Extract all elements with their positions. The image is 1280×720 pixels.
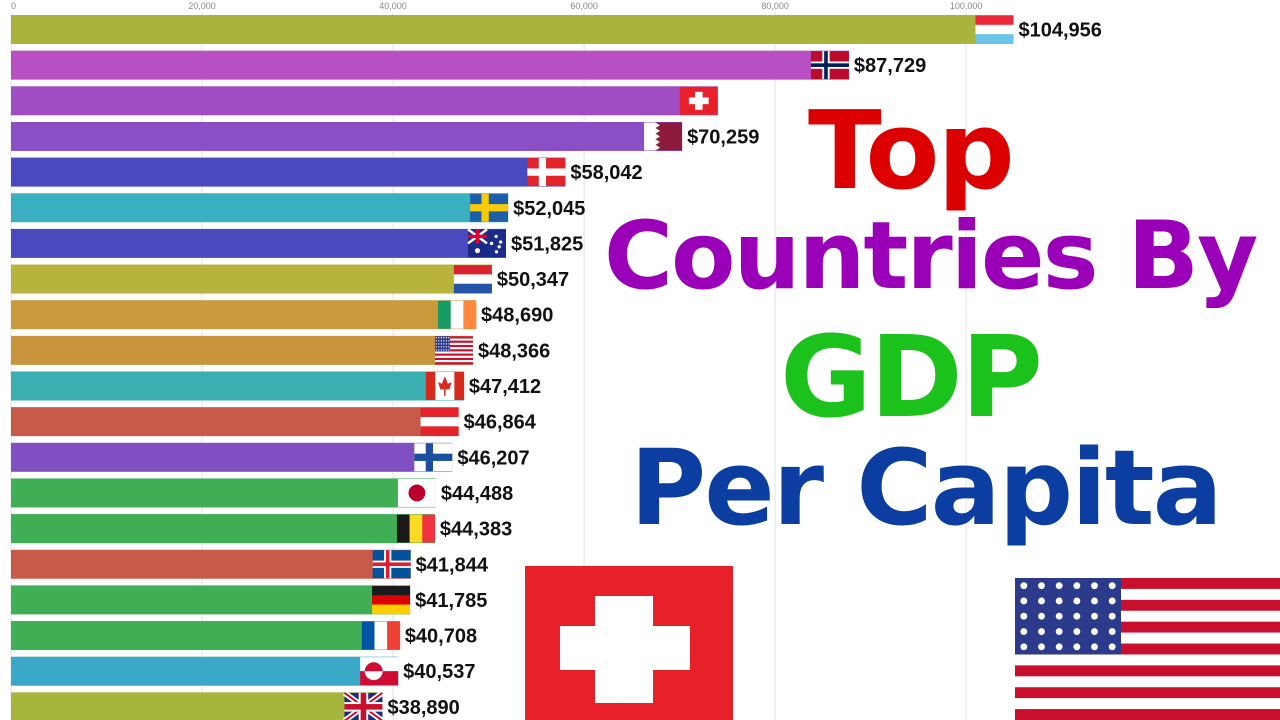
- bar-value-label: $44,383: [440, 519, 512, 541]
- bar-value-label: $50,347: [497, 269, 569, 291]
- x-tick-label: 60,000: [570, 1, 598, 11]
- x-tick-label: 100,000: [950, 1, 983, 11]
- bar: [11, 478, 436, 508]
- usa-flag-large: [1015, 578, 1280, 720]
- bar-value-label: $48,366: [478, 340, 550, 362]
- greenland-flag: [360, 657, 399, 686]
- ireland-flag: [438, 300, 477, 329]
- x-tick-label: 0: [11, 1, 16, 11]
- x-tick-label: 40,000: [379, 1, 407, 11]
- switzerland-flag-large: [525, 566, 733, 720]
- switzerland-flag: [679, 86, 718, 115]
- luxembourg-flag: [975, 15, 1014, 44]
- bar-value-label: $52,045: [513, 198, 585, 220]
- bar: [11, 86, 718, 116]
- bars: $104,956 $87,729 $70,259 $58,042 $52,045 $51,…: [11, 15, 1102, 720]
- x-tick-label: 20,000: [188, 1, 216, 11]
- bar: [11, 193, 509, 223]
- bar-value-label: $87,729: [854, 55, 926, 77]
- qatar-flag: [644, 122, 683, 151]
- bar-value-label: $46,207: [457, 447, 529, 469]
- title-line-3: GDP: [780, 313, 1043, 443]
- bar: [11, 15, 1014, 44]
- sweden-flag: [470, 193, 509, 222]
- bar-value-label: $38,890: [387, 697, 459, 719]
- iceland-flag: [372, 550, 411, 579]
- bar-value-label: $48,690: [481, 305, 553, 327]
- bar: [11, 300, 477, 330]
- belgium-flag: [396, 514, 436, 543]
- austria-flag: [420, 407, 459, 436]
- title-line-4: Per Capita: [630, 427, 1223, 549]
- bar-value-label: $40,537: [403, 661, 475, 683]
- usa-flag: [434, 336, 473, 365]
- bar-value-label: $70,259: [687, 126, 759, 148]
- bar-value-label: $51,825: [511, 233, 583, 255]
- bar: [11, 656, 399, 686]
- bar-value-label: $41,844: [416, 554, 489, 576]
- bar-value-label: $41,785: [415, 590, 487, 612]
- denmark-flag: [527, 158, 566, 187]
- bar-value-label: $40,708: [405, 626, 477, 648]
- bar: [11, 228, 507, 258]
- canada-flag: [425, 372, 465, 400]
- bar: [11, 621, 400, 651]
- france-flag: [361, 621, 401, 650]
- bar-value-label: $44,488: [441, 483, 513, 505]
- bar: [11, 514, 435, 544]
- norway-flag: [810, 51, 849, 80]
- title-line-1: Top: [808, 89, 1015, 214]
- bar-value-label: $46,864: [464, 412, 537, 434]
- title-line-2: Countries By: [604, 202, 1258, 311]
- bar: [11, 335, 473, 365]
- bar: [11, 371, 464, 401]
- bar: [11, 121, 683, 151]
- japan-flag: [397, 478, 436, 507]
- netherlands-flag: [453, 265, 492, 294]
- bar: [11, 50, 849, 80]
- bar-value-label: $58,042: [570, 162, 642, 184]
- australia-flag: [467, 228, 507, 258]
- bar: [11, 692, 383, 720]
- finland-flag: [414, 443, 453, 472]
- x-tick-label: 80,000: [761, 1, 789, 11]
- bar: [11, 549, 411, 579]
- uk-flag: [342, 690, 385, 720]
- bar: [11, 264, 492, 294]
- bar: [11, 585, 411, 615]
- bar: [11, 407, 459, 437]
- germany-flag: [372, 585, 411, 615]
- bar-value-label: $104,956: [1018, 20, 1101, 42]
- bar: [11, 157, 566, 187]
- bar: [11, 442, 453, 472]
- bar-value-label: $47,412: [469, 376, 541, 398]
